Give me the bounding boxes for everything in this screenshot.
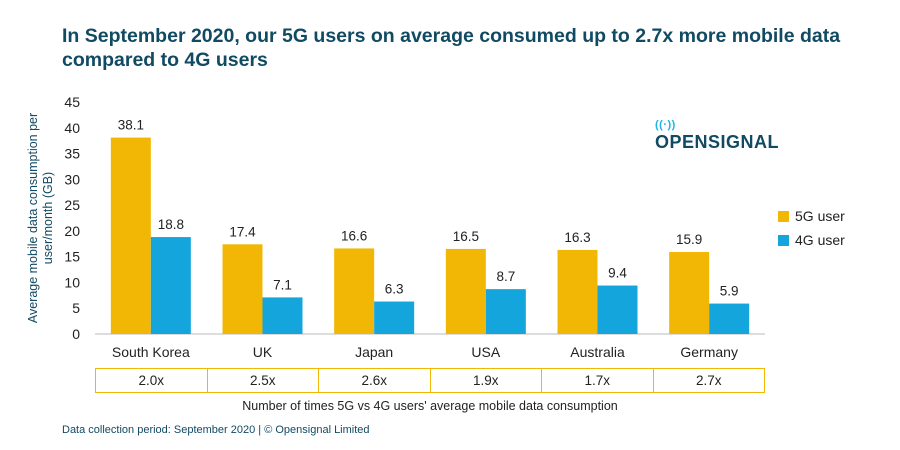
ratio-cell: 1.9x [431, 369, 542, 392]
x-tick-label: Germany [680, 344, 738, 360]
y-axis-label-container: Average mobile data consumption per user… [26, 113, 55, 323]
signal-icon: ((·)) [655, 119, 676, 131]
bar-4g [485, 289, 526, 334]
bar-4g [597, 285, 638, 334]
bar-5g [669, 252, 710, 334]
chart-title: In September 2020, our 5G users on avera… [62, 25, 841, 71]
data-label-4g: 8.7 [496, 269, 515, 284]
y-tick-label: 35 [64, 146, 80, 162]
y-tick-label: 20 [64, 223, 80, 239]
ratio-caption: Number of times 5G vs 4G users' average … [242, 399, 618, 413]
footer-note: Data collection period: September 2020 |… [62, 424, 370, 436]
ratio-cell: 1.7x [542, 369, 654, 392]
legend-item-5g: 5G user [778, 208, 845, 224]
legend-swatch-5g [778, 210, 789, 222]
ratio-cell: 2.5x [208, 369, 319, 392]
data-label-4g: 7.1 [273, 277, 292, 292]
x-tick-label: UK [253, 344, 273, 360]
y-tick-label: 15 [64, 249, 80, 265]
ratio-cell: 2.0x [96, 369, 208, 392]
y-tick-label: 0 [72, 326, 80, 342]
y-tick-label: 45 [64, 94, 80, 110]
legend-swatch-4g [778, 234, 789, 246]
y-tick-label: 30 [64, 171, 80, 187]
x-tick-label: South Korea [112, 344, 190, 360]
bar-4g [150, 237, 191, 334]
data-label-4g: 9.4 [608, 266, 627, 281]
x-tick-label: Japan [355, 344, 393, 360]
data-label-5g: 16.5 [453, 229, 479, 244]
y-axis-label-line-2: user/month (GB) [41, 172, 55, 264]
legend-label-5g: 5G user [795, 208, 845, 224]
bar-5g [334, 248, 375, 334]
data-label-5g: 15.9 [676, 232, 702, 247]
y-tick-label: 40 [64, 120, 80, 136]
opensignal-logo: ((·)) OPENSIGNAL [655, 119, 780, 153]
ratio-table: 2.0x 2.5x 2.6x 1.9x 1.7x 2.7x [95, 368, 765, 393]
x-tick-label: USA [471, 344, 500, 360]
data-label-5g: 16.6 [341, 228, 367, 243]
bar-4g [262, 297, 303, 334]
bar-4g [709, 303, 750, 334]
legend-item-4g: 4G user [778, 232, 845, 248]
ratio-cell: 2.7x [695, 373, 722, 388]
bar-5g [110, 137, 151, 334]
data-label-5g: 17.4 [229, 224, 256, 239]
legend-label-4g: 4G user [795, 232, 845, 248]
bar-4g [374, 301, 415, 334]
data-label-4g: 18.8 [158, 217, 184, 232]
data-label-5g: 38.1 [118, 118, 144, 133]
bar-5g [557, 249, 598, 334]
bar-5g [445, 248, 486, 334]
y-tick-label: 25 [64, 197, 80, 213]
y-tick-label: 10 [64, 274, 80, 290]
y-tick-label: 5 [72, 300, 80, 316]
data-label-5g: 16.3 [564, 230, 590, 245]
bar-5g [222, 244, 263, 334]
y-axis-label-line-1: Average mobile data consumption per [26, 113, 40, 323]
x-tick-label: Australia [570, 344, 625, 360]
data-label-4g: 6.3 [385, 282, 404, 297]
brand-name: OPENSIGNAL [655, 132, 780, 152]
ratio-cell: 2.6x [319, 369, 431, 392]
bar-chart: 0 5 10 15 20 25 30 35 40 45 38.1 18.8 South Korea 17.… [64, 94, 765, 360]
data-label-4g: 5.9 [720, 284, 739, 299]
